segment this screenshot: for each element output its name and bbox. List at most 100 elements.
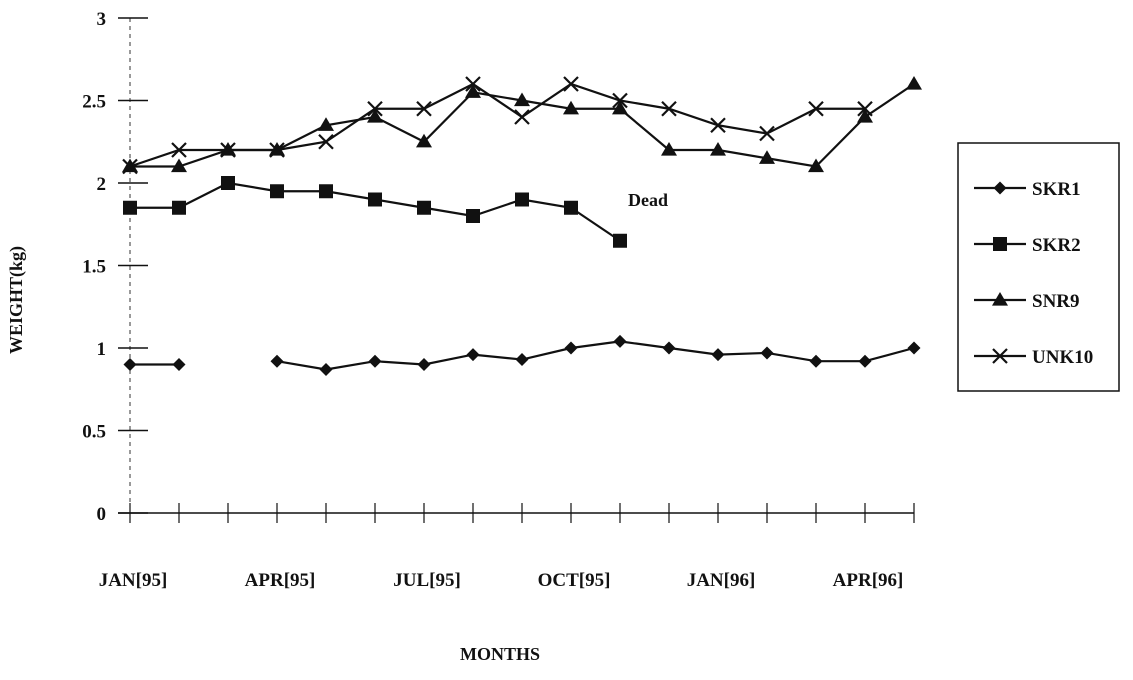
data-point-snr9 xyxy=(367,109,383,123)
marker-triangle xyxy=(465,84,481,98)
axes: 0 0.5 1 1.5 2 2.5 3 JAN[95] APR[95] JUL[95] OCT[95… xyxy=(82,9,915,591)
legend-label-skr2: SKR2 xyxy=(1032,235,1081,256)
series-line-skr1 xyxy=(276,340,915,371)
data-point-skr2 xyxy=(221,176,235,190)
data-point-unk10 xyxy=(808,100,824,117)
marker-cross-b xyxy=(710,117,726,134)
marker-triangle xyxy=(992,292,1008,306)
marker-cross-b xyxy=(171,142,187,158)
y-tick-label: 0 xyxy=(97,504,107,525)
data-point-snr9 xyxy=(514,92,530,107)
data-point-skr1 xyxy=(368,354,382,368)
marker-triangle xyxy=(906,76,922,90)
data-point-skr1 xyxy=(417,358,431,371)
data-point-unk10 xyxy=(269,142,285,158)
series-line-unk10 xyxy=(129,82,865,168)
data-point-skr2 xyxy=(466,209,480,223)
marker-cross-b xyxy=(661,100,677,117)
marker-diamond xyxy=(760,346,774,360)
series-unk10 xyxy=(122,76,873,175)
marker-triangle xyxy=(171,158,187,173)
series-line-skr2 xyxy=(130,181,621,242)
marker-diamond xyxy=(270,354,284,368)
marker-triangle xyxy=(710,142,726,156)
data-point-skr2 xyxy=(123,200,137,215)
marker-diamond xyxy=(809,354,823,368)
data-point-unk10 xyxy=(661,100,677,117)
data-point-skr1 xyxy=(466,348,480,362)
legend: SKR1 SKR2 SNR9 UNK10 xyxy=(957,142,1120,392)
data-point-skr2 xyxy=(417,200,431,215)
data-point-snr9 xyxy=(710,142,726,156)
y-axis-title: WEIGHT(kg) xyxy=(6,246,27,354)
marker-triangle xyxy=(808,158,824,173)
marker-cross-b xyxy=(367,100,383,117)
data-point-skr1 xyxy=(662,341,676,355)
marker-cross-b xyxy=(269,142,285,158)
legend-marker-skr2 xyxy=(993,237,1007,251)
legend-label-skr1: SKR1 xyxy=(1032,179,1081,200)
data-point-unk10 xyxy=(514,109,530,125)
marker-cross-b xyxy=(992,348,1008,364)
series-skr2 xyxy=(123,176,627,248)
legend-label-unk10: UNK10 xyxy=(1032,347,1093,368)
y-tick-label: 0.5 xyxy=(82,422,106,443)
marker-triangle xyxy=(514,92,530,107)
data-point-skr1 xyxy=(515,353,529,367)
data-point-unk10 xyxy=(171,142,187,158)
data-point-skr2 xyxy=(613,233,627,248)
marker-diamond xyxy=(993,181,1007,195)
x-axis-title: MONTHS xyxy=(460,644,540,664)
marker-diamond xyxy=(662,341,676,355)
marker-diamond xyxy=(123,358,137,371)
marker-square xyxy=(368,192,382,207)
marker-cross-b xyxy=(612,92,628,109)
data-point-snr9 xyxy=(171,158,187,173)
data-point-skr2 xyxy=(564,200,578,215)
marker-triangle xyxy=(612,100,628,115)
y-tick-label: 2.5 xyxy=(82,92,106,113)
marker-cross-b xyxy=(122,158,138,175)
legend-label-snr9: SNR9 xyxy=(1032,291,1080,312)
data-point-skr1 xyxy=(760,346,774,360)
y-tick-label: 2 xyxy=(97,174,107,195)
marker-diamond xyxy=(907,341,921,355)
marker-triangle xyxy=(857,109,873,123)
marker-diamond xyxy=(417,358,431,371)
marker-diamond xyxy=(319,362,333,376)
marker-square xyxy=(270,184,284,199)
data-point-unk10 xyxy=(612,92,628,109)
data-point-unk10 xyxy=(318,133,334,150)
marker-diamond xyxy=(466,348,480,362)
data-point-unk10 xyxy=(220,142,236,158)
data-point-skr1 xyxy=(858,354,872,368)
x-tick-label: JUL[95] xyxy=(393,570,461,591)
data-point-snr9 xyxy=(465,84,481,98)
data-point-skr1 xyxy=(123,358,137,371)
y-tick-label: 1.5 xyxy=(82,257,106,278)
data-point-unk10 xyxy=(710,117,726,134)
data-point-skr1 xyxy=(172,358,186,371)
data-point-skr1 xyxy=(564,341,578,355)
data-point-skr1 xyxy=(270,354,284,368)
data-point-snr9 xyxy=(808,158,824,173)
marker-diamond xyxy=(515,353,529,367)
data-point-unk10 xyxy=(563,76,579,92)
marker-diamond xyxy=(564,341,578,355)
data-point-snr9 xyxy=(563,100,579,115)
data-point-skr1 xyxy=(809,354,823,368)
marker-cross-b xyxy=(220,142,236,158)
marker-triangle xyxy=(661,142,677,156)
legend-marker-skr1 xyxy=(993,181,1007,195)
marker-triangle xyxy=(318,117,334,131)
marker-diamond xyxy=(711,348,725,362)
marker-square xyxy=(564,200,578,215)
y-tick-label: 1 xyxy=(97,339,107,360)
data-point-skr2 xyxy=(368,192,382,207)
data-point-unk10 xyxy=(857,100,873,117)
marker-cross-b xyxy=(416,100,432,117)
marker-cross-b xyxy=(808,100,824,117)
marker-cross-b xyxy=(563,76,579,92)
